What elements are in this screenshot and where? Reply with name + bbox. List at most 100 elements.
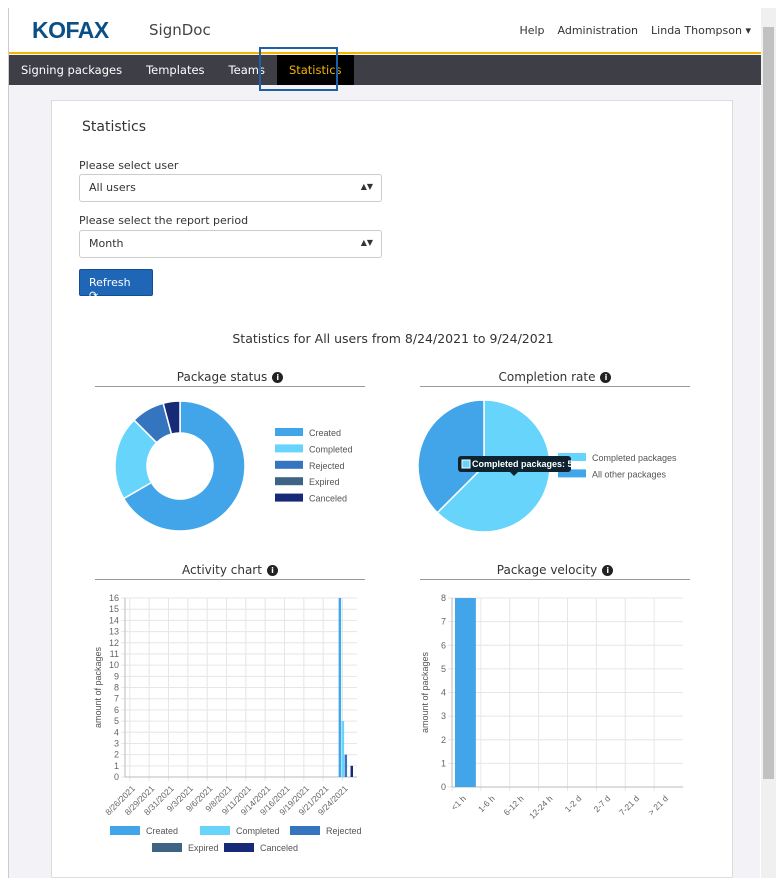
info-icon[interactable]: i <box>600 372 612 383</box>
app-name: SignDoc <box>149 21 211 39</box>
legend-label: Rejected <box>309 461 345 471</box>
legend-swatch <box>558 453 586 461</box>
legend-swatch <box>110 826 140 835</box>
tooltip-text: Completed packages: 5 <box>472 459 573 469</box>
user-select-value: All users <box>89 181 136 194</box>
legend-label: Completed <box>236 826 280 836</box>
period-select-value: Month <box>89 237 124 250</box>
legend-label: Canceled <box>260 843 298 853</box>
user-name: Linda Thompson <box>651 24 742 37</box>
x-tick-label: 12-24 h <box>527 793 555 821</box>
x-tick-label: 6-12 h <box>501 793 525 817</box>
user-select-label: Please select user <box>79 159 179 172</box>
administration-link[interactable]: Administration <box>557 24 639 37</box>
legend-label: Completed packages <box>592 453 677 463</box>
legend-swatch <box>275 460 303 469</box>
y-tick-label: 0 <box>114 772 119 782</box>
select-arrows-icon: ▲▼ <box>360 238 373 247</box>
y-tick-label: 2 <box>114 750 119 760</box>
y-tick-label: 3 <box>114 738 119 748</box>
legend-swatch <box>275 493 303 502</box>
chart-title: Package velocity <box>496 563 598 577</box>
x-tick-label: 1-6 h <box>476 793 497 814</box>
legend-label: Created <box>309 428 341 438</box>
package-velocity-title: Package velocity i <box>420 563 690 580</box>
package-status-title: Package status i <box>95 370 365 387</box>
legend-swatch <box>275 444 303 453</box>
header: KOFAX SignDoc Help Administration Linda … <box>9 8 761 54</box>
nav-templates[interactable]: Templates <box>146 63 205 77</box>
scrollbar-thumb[interactable] <box>763 27 774 779</box>
nav-teams[interactable]: Teams <box>228 63 265 77</box>
legend-label: Rejected <box>326 826 362 836</box>
select-arrows-icon: ▲▼ <box>360 182 373 191</box>
y-tick-label: 4 <box>114 727 119 737</box>
tooltip-swatch <box>461 459 471 469</box>
help-link[interactable]: Help <box>519 24 545 37</box>
period-select[interactable]: Month ▲▼ <box>79 230 382 258</box>
pie-slice-canceled <box>162 400 181 436</box>
y-axis-label: amount of packages <box>93 646 103 728</box>
legend-swatch <box>558 469 586 478</box>
y-tick-label: 0 <box>441 782 446 792</box>
pie-slice-created <box>122 400 246 532</box>
legend-swatch <box>152 843 182 852</box>
highlight-box <box>259 47 338 91</box>
pie-slice-all-other-packages <box>417 399 485 514</box>
user-menu[interactable]: Linda Thompson ▾ <box>651 24 751 37</box>
y-tick-label: 6 <box>441 640 446 650</box>
y-tick-label: 4 <box>441 688 446 698</box>
y-tick-label: 10 <box>109 660 119 670</box>
y-tick-label: 8 <box>114 683 119 693</box>
legend-label: Created <box>146 826 178 836</box>
nav-signing-packages[interactable]: Signing packages <box>21 63 123 77</box>
legend-label: Expired <box>309 477 340 487</box>
activity-chart-title: Activity chart i <box>95 563 365 580</box>
caret-down-icon: ▾ <box>745 24 751 37</box>
y-tick-label: 15 <box>109 604 119 614</box>
x-tick-label: 2-7 d <box>591 793 612 814</box>
y-tick-label: 6 <box>114 705 119 715</box>
refresh-button[interactable]: Refresh ⟳ <box>79 269 153 302</box>
y-tick-label: 9 <box>114 671 119 681</box>
y-tick-label: 8 <box>441 593 446 603</box>
refresh-label: Refresh <box>89 276 131 289</box>
legend-label: Completed <box>309 444 353 454</box>
main-nav: Signing packages Templates Teams Statist… <box>9 55 761 85</box>
y-axis-label: amount of packages <box>420 651 430 733</box>
info-icon[interactable]: i <box>272 372 284 383</box>
completion-rate-title: Completion rate i <box>420 370 690 387</box>
chart-title: Activity chart <box>182 563 262 577</box>
nav-statistics[interactable]: Statistics <box>276 55 354 85</box>
period-select-label: Please select the report period <box>79 214 249 227</box>
user-select[interactable]: All users ▲▼ <box>79 174 382 202</box>
y-tick-label: 16 <box>109 593 119 603</box>
info-icon[interactable]: i <box>266 565 278 576</box>
legend-label: Canceled <box>309 494 347 504</box>
y-tick-label: 12 <box>109 638 119 648</box>
info-icon[interactable]: i <box>602 565 614 576</box>
y-tick-label: 14 <box>109 615 119 625</box>
bar-rejected <box>344 754 348 777</box>
y-tick-label: 1 <box>114 761 119 771</box>
refresh-icon: ⟳ <box>89 289 99 302</box>
statistics-subtitle: Statistics for All users from 8/24/2021 … <box>232 331 554 346</box>
legend-label: All other packages <box>592 469 667 479</box>
chart-title: Package status <box>176 370 268 384</box>
y-tick-label: 7 <box>441 617 446 627</box>
x-tick-label: <1 h <box>449 793 468 812</box>
legend-swatch <box>290 826 320 835</box>
browser-window: KOFAX SignDoc Help Administration Linda … <box>8 8 761 878</box>
statistics-card: Statistics Please select user All users ▲… <box>51 100 733 878</box>
tooltip-arrow <box>510 472 518 476</box>
bar-completed <box>341 721 345 777</box>
kofax-logo: KOFAX <box>32 17 109 43</box>
y-tick-label: 5 <box>114 716 119 726</box>
legend-swatch <box>224 843 254 852</box>
bar <box>455 598 476 787</box>
legend-swatch <box>275 477 303 486</box>
y-tick-label: 11 <box>110 649 119 659</box>
x-tick-label: 7-21 d <box>617 793 641 817</box>
y-tick-label: 2 <box>441 735 446 745</box>
